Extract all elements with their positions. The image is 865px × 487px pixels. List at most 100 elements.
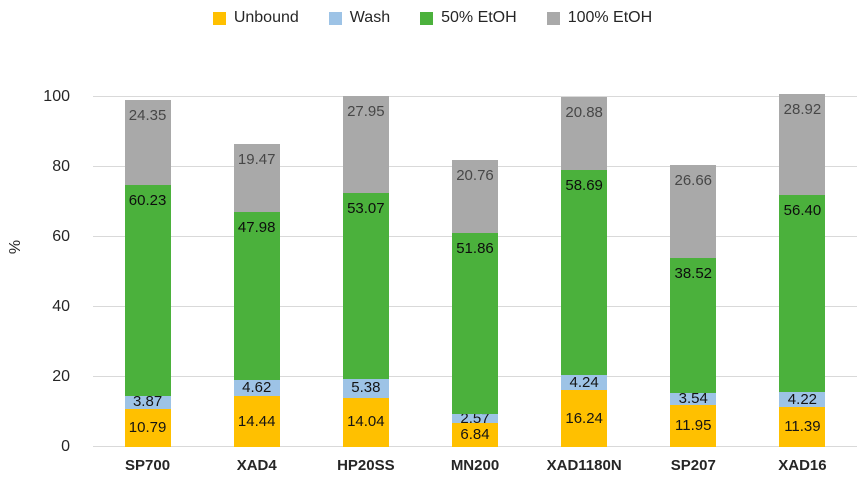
- bar-segment: 10.79: [124, 409, 171, 447]
- bar-segment-label: 6.84: [460, 425, 490, 443]
- bar-segment: 26.66: [670, 164, 717, 258]
- bar-segment: 56.40: [779, 194, 826, 393]
- stacked-bar: 14.44 4.62 47.98 19.47: [233, 144, 280, 447]
- unbound-legend-swatch: [212, 11, 226, 25]
- bar-segment: 19.47: [233, 144, 280, 213]
- bar-segment: 3.54: [670, 389, 717, 407]
- bar-segment: 20.76: [451, 159, 498, 233]
- legend-label: 50% EtOH: [441, 9, 517, 26]
- wash-legend-swatch: [328, 11, 342, 25]
- bar-segment-label: 10.79: [128, 418, 167, 436]
- stacked-bar: 10.79 3.87 60.23 24.35: [124, 99, 171, 447]
- x-axis-category-label: SP700: [125, 457, 171, 474]
- bar-segment-label: 20.88: [565, 103, 603, 121]
- bar-segment-label: 11.39: [784, 417, 821, 435]
- x-axis-category-label: XAD1180N: [546, 457, 622, 474]
- 50-etoh-legend-swatch: [420, 11, 434, 25]
- bar-segment: 28.92: [779, 93, 826, 195]
- bar-segment-label: 14.04: [347, 413, 385, 431]
- bar-segment: 2.57: [451, 410, 498, 426]
- legend-item: Unbound: [212, 9, 299, 27]
- x-axis-labels: SP700 XAD4 HP20SS MN200 XAD1180N SP207 XAD16: [93, 457, 857, 474]
- bar-segment: 53.07: [342, 193, 389, 380]
- bar-segment: 58.69: [561, 169, 608, 376]
- bar-segment: 47.98: [233, 212, 280, 381]
- legend: Unbound Wash 50% EtOH 100% EtOH: [0, 5, 865, 31]
- bar-segment-label: 51.86: [456, 239, 494, 257]
- bar-segment: 4.62: [233, 379, 280, 397]
- bar-segment-label: 11.95: [675, 416, 712, 434]
- legend-item: 50% EtOH: [420, 9, 517, 27]
- bar-segment-label: 53.07: [347, 200, 385, 218]
- bar-segment-label: 26.66: [674, 171, 713, 189]
- bar-segment: 51.86: [451, 232, 498, 415]
- bar-column: 14.04 5.38 53.07 27.95: [311, 95, 420, 447]
- bar-segment-label: 28.92: [783, 100, 822, 118]
- stacked-bar: 11.39 4.22 56.40 28.92: [779, 93, 826, 447]
- bar-segment: 60.23: [124, 184, 171, 396]
- bar-segment-label: 4.24: [569, 373, 599, 391]
- x-axis-category-label: HP20SS: [337, 457, 395, 474]
- plot-area: 10.79 3.87 60.23 24.35 14.44 4.62 47.98 19.47 14…: [93, 93, 857, 447]
- stacked-bar: 14.04 5.38 53.07 27.95: [342, 95, 389, 447]
- bar-segment-label: 4.22: [787, 390, 818, 408]
- bar-segment-label: 60.23: [128, 191, 167, 209]
- y-tick-label: 60: [52, 228, 70, 245]
- x-axis-category-label: MN200: [450, 457, 500, 474]
- y-tick-label: 40: [52, 298, 70, 315]
- legend-label: Unbound: [233, 9, 299, 26]
- gridline: [93, 96, 857, 97]
- bar-segment-label: 58.69: [565, 176, 603, 194]
- x-axis-category-label: XAD16: [778, 457, 827, 474]
- bar-columns: 10.79 3.87 60.23 24.35 14.44 4.62 47.98 19.47 14…: [93, 93, 857, 447]
- y-tick-label: 100: [43, 88, 70, 105]
- bar-segment: 11.95: [670, 405, 717, 447]
- y-tick-label: 0: [61, 438, 70, 455]
- bar-segment-label: 3.54: [678, 389, 708, 407]
- bar-column: 14.44 4.62 47.98 19.47: [202, 97, 311, 447]
- bar-segment: 5.38: [342, 379, 389, 398]
- bar-column: 11.95 3.54 38.52 26.66: [639, 97, 748, 447]
- bar-segment: 14.44: [233, 396, 280, 447]
- bar-column: 10.79 3.87 60.23 24.35: [93, 97, 202, 447]
- bar-segment-label: 3.87: [132, 393, 163, 411]
- bar-segment-label: 4.62: [242, 379, 272, 397]
- bar-segment-label: 27.95: [347, 102, 385, 120]
- bar-segment: 20.88: [561, 96, 608, 170]
- y-axis-ticks: 0 20 40 60 80 100: [0, 88, 70, 455]
- legend-label: Wash: [349, 9, 391, 26]
- bar-segment-label: 56.40: [783, 201, 822, 219]
- legend-item: Wash: [328, 9, 391, 27]
- bar-segment: 11.39: [779, 407, 826, 447]
- bar-segment-label: 38.52: [674, 265, 713, 282]
- bar-segment: 4.22: [779, 390, 826, 408]
- bar-column: 6.84 2.57 51.86 20.76: [420, 97, 529, 447]
- y-tick-label: 80: [52, 158, 70, 175]
- bar-segment-label: 19.47: [237, 151, 276, 169]
- bar-segment: 24.35: [124, 99, 171, 185]
- bar-segment: 38.52: [670, 258, 717, 393]
- x-axis-category-label: SP207: [670, 457, 716, 474]
- stacked-bar: 16.24 4.24 58.69 20.88: [561, 96, 608, 447]
- bar-segment: 4.24: [561, 373, 608, 391]
- bar-segment-label: 20.76: [456, 166, 494, 184]
- bar-segment-label: 14.44: [237, 412, 276, 430]
- bar-column: 16.24 4.24 58.69 20.88: [530, 96, 639, 447]
- bar-segment: 14.04: [342, 397, 389, 447]
- bar-segment: 27.95: [342, 95, 389, 194]
- legend-item: 100% EtOH: [546, 9, 653, 27]
- bar-segment: 3.87: [124, 393, 171, 411]
- bar-segment: 6.84: [451, 423, 498, 447]
- bar-segment-label: 24.35: [128, 106, 167, 124]
- bar-segment-label: 47.98: [237, 219, 276, 237]
- bar-segment-label: 5.38: [351, 379, 381, 397]
- bar-column: 11.39 4.22 56.40 28.92: [748, 93, 857, 447]
- 100-etoh-legend-swatch: [546, 11, 560, 25]
- stacked-bar: 6.84 2.57 51.86 20.76: [451, 159, 498, 447]
- stacked-bar: 11.95 3.54 38.52 26.66: [670, 164, 717, 447]
- bar-segment-label: 16.24: [565, 409, 603, 427]
- legend-label: 100% EtOH: [567, 9, 653, 26]
- y-tick-label: 20: [52, 368, 70, 385]
- bar-segment: 16.24: [561, 390, 608, 447]
